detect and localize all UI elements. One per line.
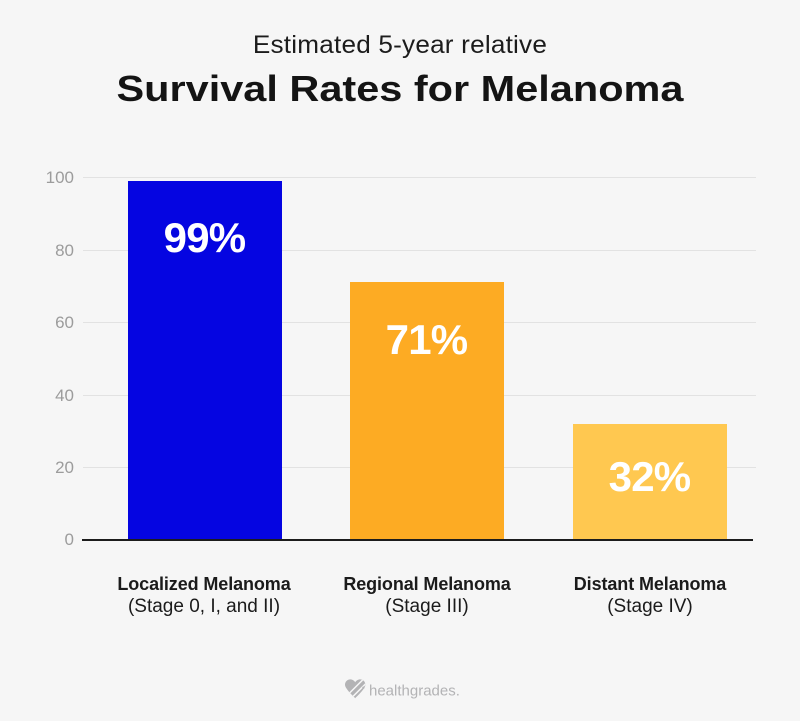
svg-text:healthgrades.: healthgrades. (369, 683, 460, 700)
